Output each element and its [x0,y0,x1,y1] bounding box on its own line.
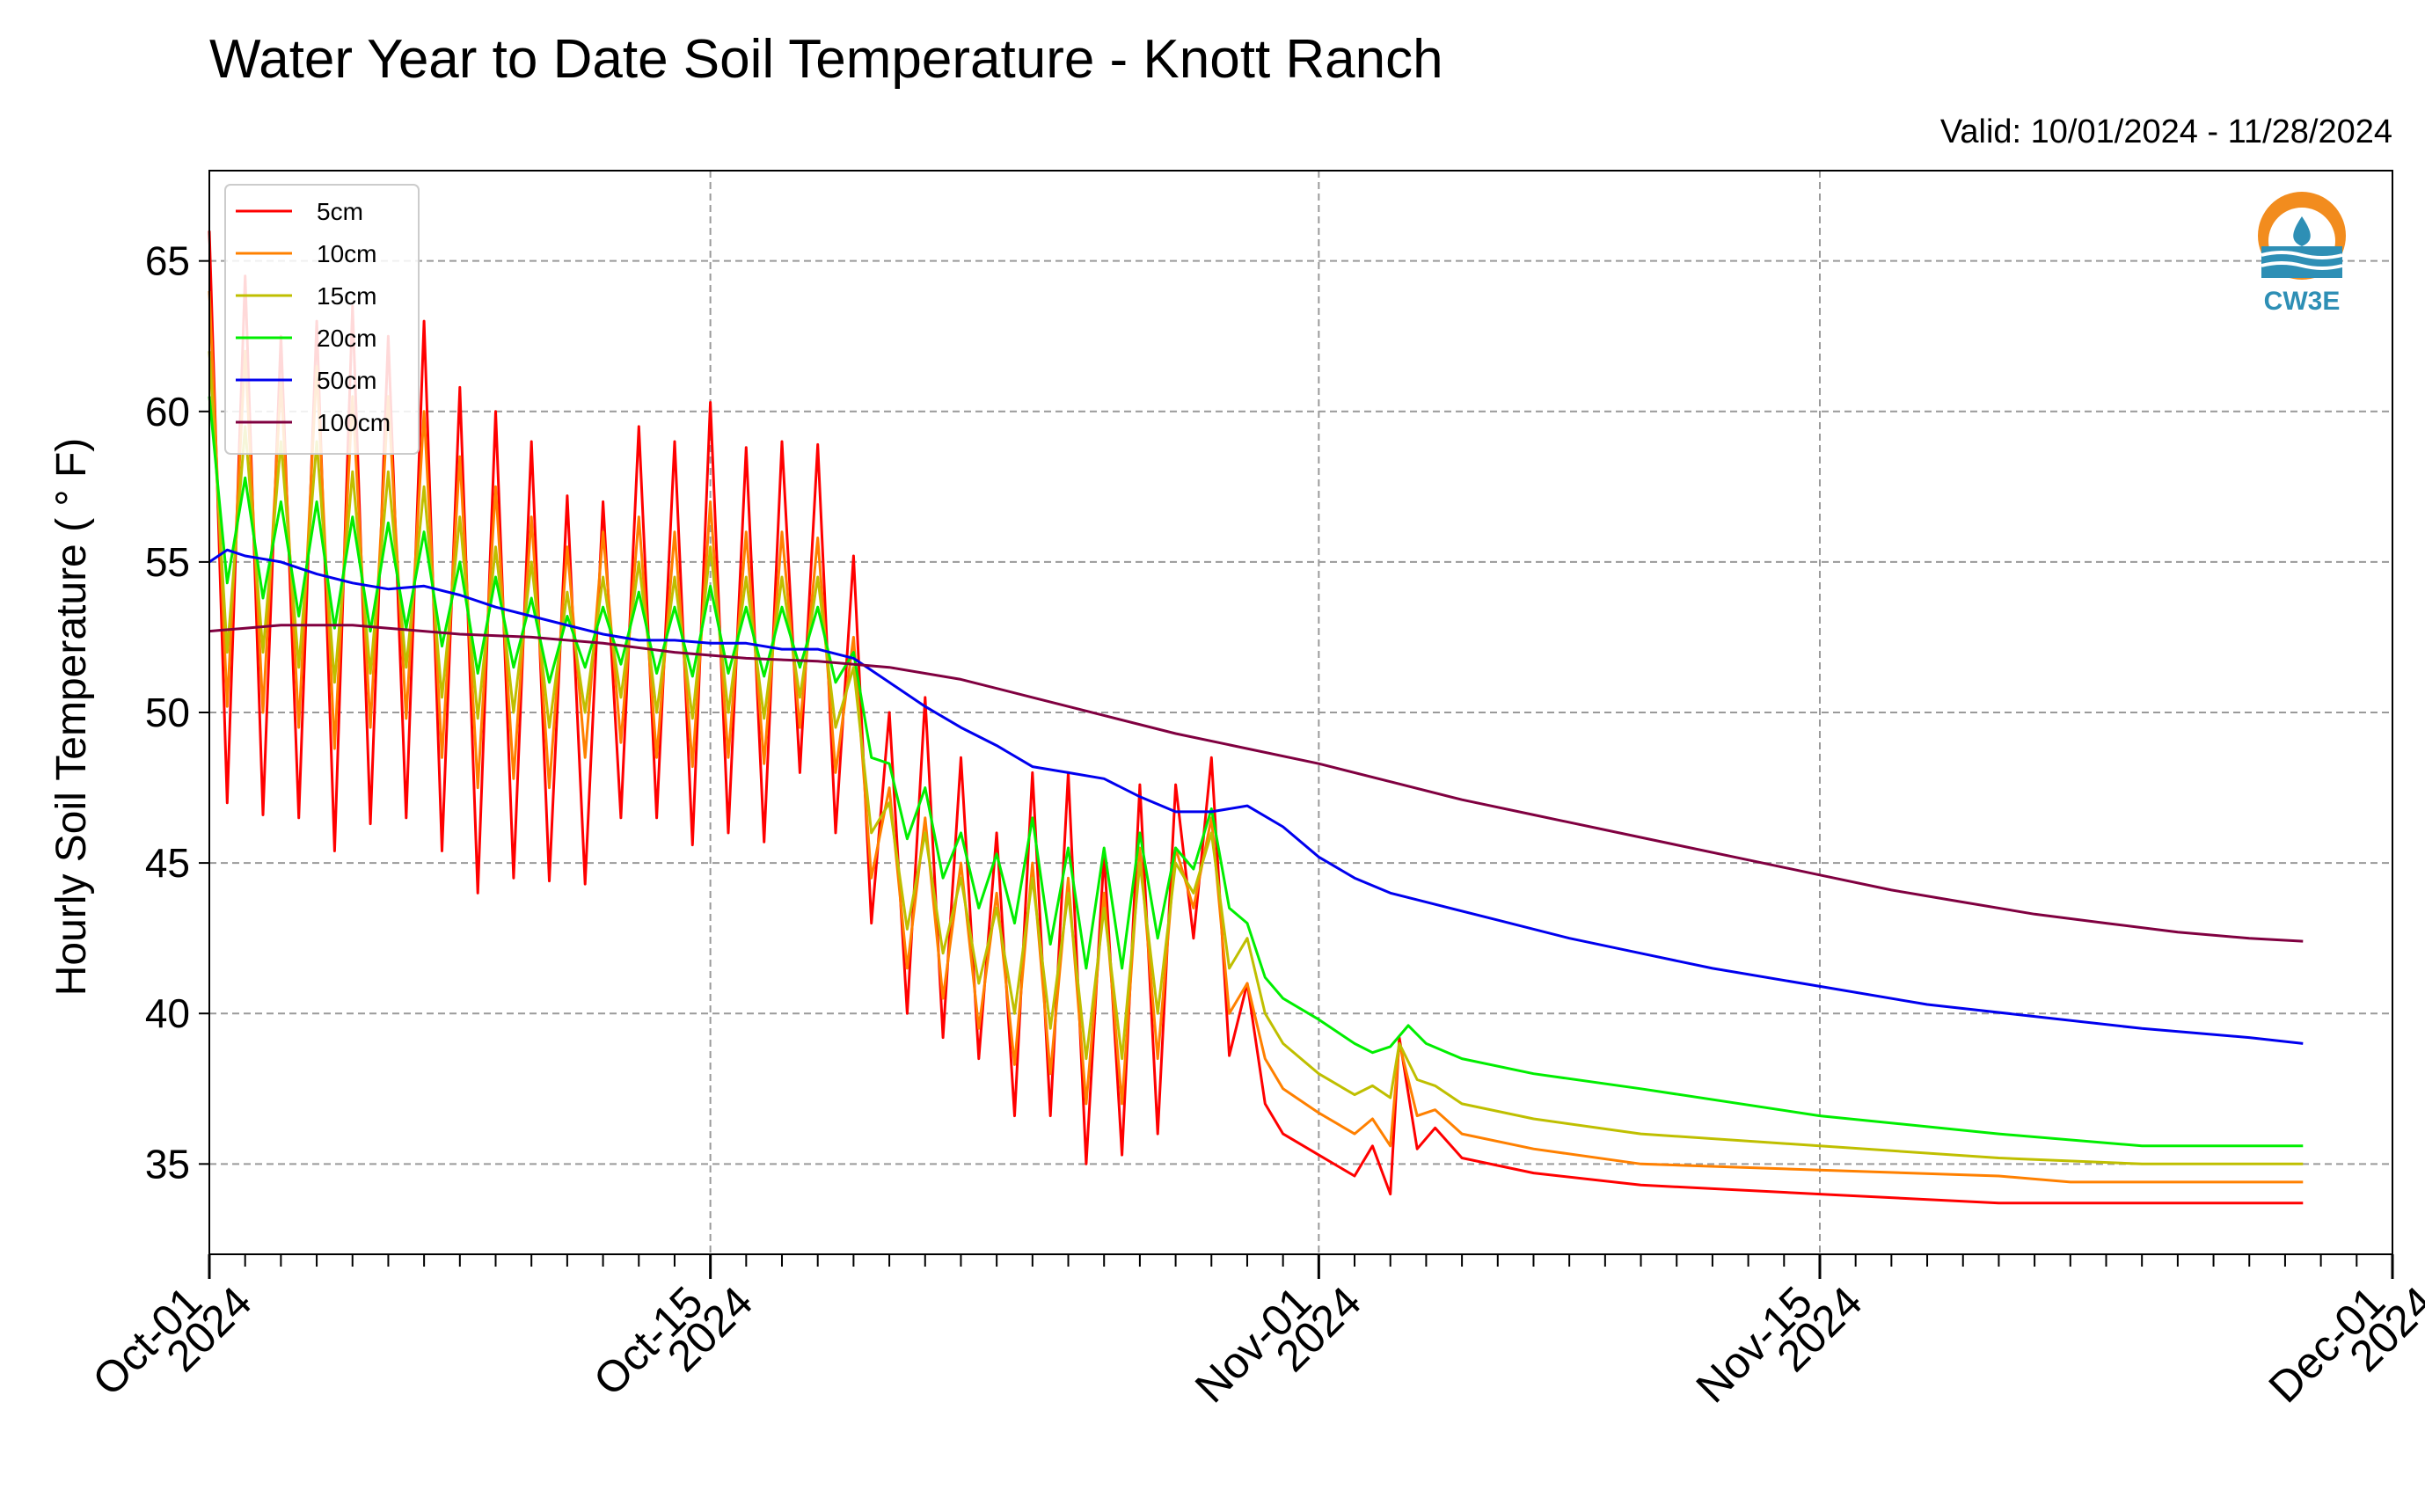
y-tick-label: 35 [145,1141,190,1187]
legend: 5cm 10cm 15cm 20cm 50cm 100cm [224,184,420,455]
chart-title: Water Year to Date Soil Temperature - Kn… [209,29,1443,90]
legend-label: 5cm [317,198,363,225]
series-line-100cm [208,624,2304,943]
y-tick-label: 65 [145,238,190,284]
chart-subtitle: Valid: 10/01/2024 - 11/28/2024 [1940,113,2392,150]
series-line-50cm [208,548,2304,1045]
cw3e-logo: CW3E [2258,192,2346,316]
legend-label: 100cm [317,409,391,436]
series-line-10cm [208,290,2304,1184]
series-line-15cm [208,351,2304,1165]
series-line-5cm [208,230,2304,1205]
y-tick-label: 60 [145,389,190,435]
legend-label: 10cm [317,240,376,267]
y-tick-label: 40 [145,990,190,1036]
logo-drop-icon [2293,216,2311,246]
y-tick-label: 50 [145,690,190,735]
legend-label: 20cm [317,325,376,352]
y-axis-label: Hourly Soil Temperature ( ° F) [48,438,95,997]
legend-label: 15cm [317,282,376,310]
logo-text: CW3E [2264,287,2341,316]
y-tick-label: 55 [145,539,190,585]
legend-label: 50cm [317,367,376,394]
series-group [208,230,2304,1205]
grid-lines [209,171,2392,1254]
series-line-20cm [208,396,2304,1148]
y-tick-label: 45 [145,840,190,886]
